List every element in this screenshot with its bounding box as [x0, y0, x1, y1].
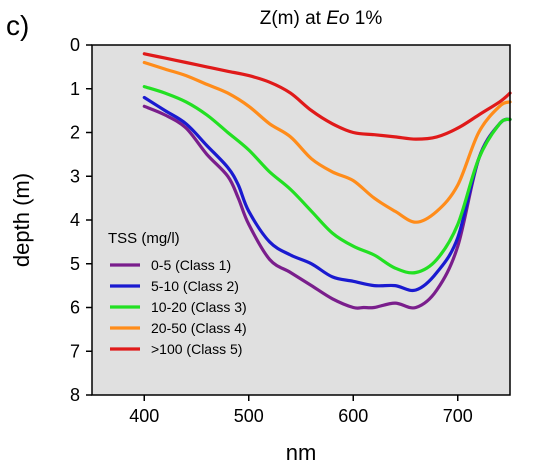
y-tick-label: 8: [70, 385, 80, 405]
title-suffix: 1%: [349, 8, 383, 29]
legend-title: TSS (mg/l): [108, 230, 180, 247]
series-line-4: [142, 60, 512, 224]
x-axis-ticks: 400 500 600 700: [129, 395, 473, 426]
legend-label-3: 10-20 (Class 3): [151, 299, 247, 315]
series-line-3: [142, 85, 512, 275]
legend-label-4: 20-50 (Class 4): [151, 320, 247, 336]
y-tick-label: 3: [70, 166, 80, 186]
title-italic: Eo: [326, 8, 350, 29]
title-prefix: Z(m) at: [259, 8, 327, 29]
y-tick-label: 1: [70, 79, 80, 99]
x-tick-label: 700: [443, 406, 473, 426]
x-tick-label: 600: [338, 406, 368, 426]
y-tick-label: 7: [70, 341, 80, 361]
x-tick-label: 400: [129, 406, 159, 426]
legend-label-1: 0-5 (Class 1): [151, 257, 231, 273]
y-tick-label: 0: [70, 35, 80, 55]
y-tick-label: 4: [70, 210, 80, 230]
x-tick-label: 500: [234, 406, 264, 426]
x-axis-label: nm: [285, 440, 317, 465]
panel-label: c): [6, 10, 30, 41]
y-axis-label: depth (m): [9, 172, 34, 268]
chart-title: Z(m) at Eo 1%: [0, 8, 550, 30]
y-tick-label: 5: [70, 254, 80, 274]
y-axis-ticks: 0 1 2 3 4 5 6 7 8: [70, 35, 92, 405]
legend-label-5: >100 (Class 5): [151, 341, 242, 357]
series-line-1: [142, 104, 512, 310]
series-line-5: [142, 52, 512, 141]
y-tick-label: 6: [70, 298, 80, 318]
y-tick-label: 2: [70, 123, 80, 143]
series-lines: [142, 52, 512, 310]
legend-label-2: 5-10 (Class 2): [151, 278, 239, 294]
legend: 0-5 (Class 1) 5-10 (Class 2) 10-20 (Class …: [110, 257, 247, 357]
series-line-2: [142, 95, 512, 293]
